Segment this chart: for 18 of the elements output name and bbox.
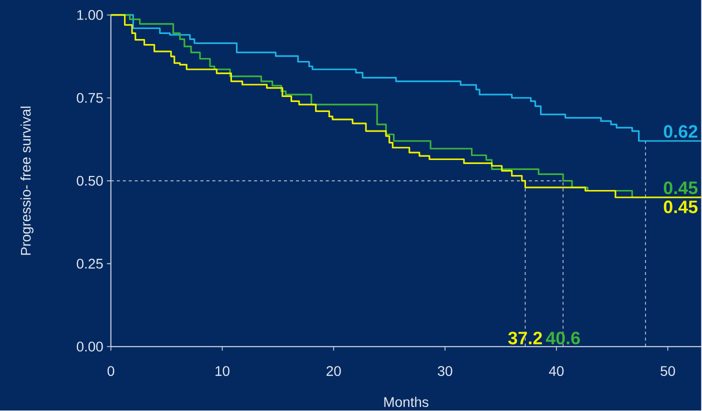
y-tick-label: 1.00 [77, 10, 103, 20]
x-axis-title: Months [384, 397, 428, 408]
data-label: 0.45 [664, 182, 698, 194]
data-label: 0.62 [664, 125, 698, 138]
y-tick-label: 0.75 [76, 93, 103, 104]
x-tick-label: 20 [326, 366, 341, 376]
data-label: 0.45 [664, 200, 698, 214]
x-tick-label: 40 [548, 366, 564, 376]
y-axis-title: Progressio- free survival [20, 106, 34, 255]
ref-line-label: 40.6 [546, 332, 580, 345]
x-tick-label: 30 [438, 366, 452, 376]
x-tick-label: 0 [108, 366, 114, 376]
x-tick-label: 50 [660, 366, 675, 376]
y-tick-label: 0.50 [76, 176, 103, 186]
x-tick-label: 10 [216, 366, 230, 376]
y-tick-label: 0.00 [76, 342, 103, 352]
y-tick-label: 0.25 [76, 258, 103, 269]
ref-line-label: 37.2 [508, 332, 542, 345]
